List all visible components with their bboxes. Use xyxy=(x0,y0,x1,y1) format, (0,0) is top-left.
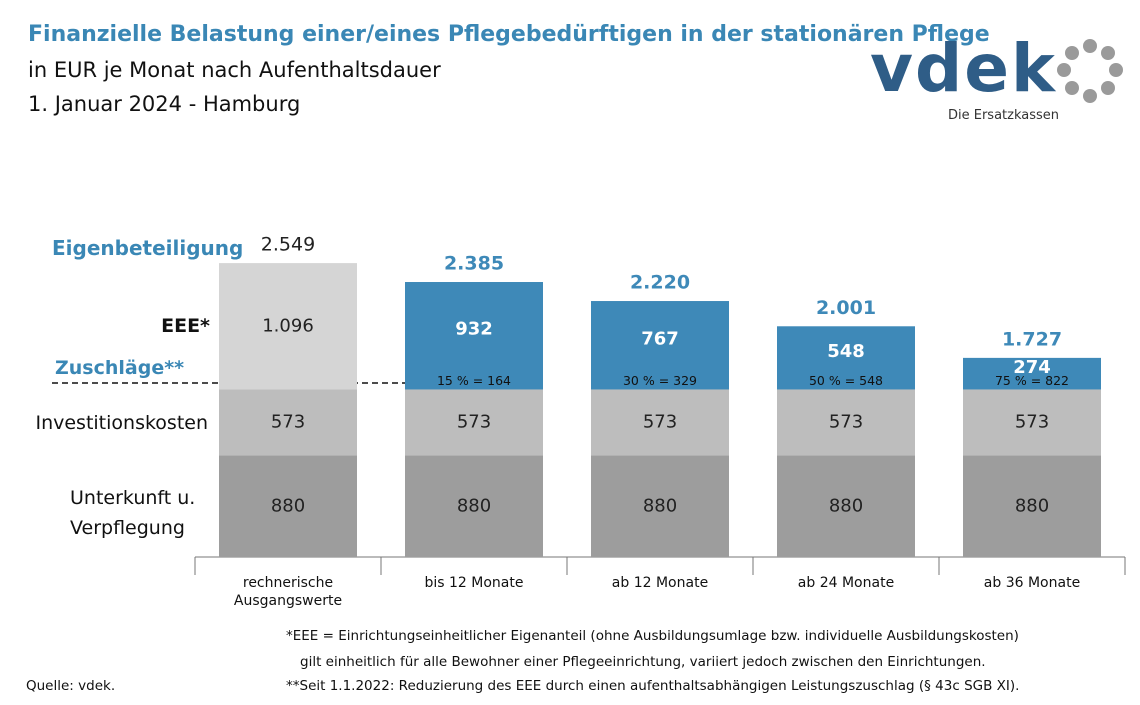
bar-segment xyxy=(591,389,729,456)
bar-segment xyxy=(219,455,357,557)
surcharge-value: 15 % = 164 xyxy=(437,373,511,388)
bar-segment xyxy=(591,301,729,390)
x-tick-label: ab 36 Monate xyxy=(983,575,1081,591)
value-label: 573 xyxy=(457,412,491,433)
bar-segment xyxy=(963,389,1101,456)
bar-segment xyxy=(777,455,915,557)
bar-segment xyxy=(405,455,543,557)
surcharge-value: 75 % = 822 xyxy=(995,373,1069,388)
footnote: *EEE = Einrichtungseinheitlicher Eigenan… xyxy=(286,628,1019,644)
value-label: 573 xyxy=(643,412,677,433)
total-label: 2.220 xyxy=(630,272,690,294)
value-label: 880 xyxy=(1015,495,1049,516)
bar-segment xyxy=(963,357,1101,390)
value-label: 1.096 xyxy=(262,315,314,336)
bar-segment xyxy=(591,455,729,557)
footnote: **Seit 1.1.2022: Reduzierung des EEE dur… xyxy=(286,678,1020,694)
value-label: 548 xyxy=(827,341,865,362)
totals-label: Eigenbeteiligung xyxy=(52,236,244,260)
logo-name: vdek xyxy=(870,30,1057,107)
title: Finanzielle Belastung einer/eines Pflege… xyxy=(28,22,990,47)
value-label: 573 xyxy=(829,412,863,433)
value-label: 932 xyxy=(455,319,493,340)
subtitle: in EUR je Monat nach Aufenthaltsdauer xyxy=(28,58,441,82)
total-label: 2.001 xyxy=(816,297,876,319)
date: 1. Januar 2024 - Hamburg xyxy=(28,92,301,116)
surcharge-value: 50 % = 548 xyxy=(809,373,883,388)
x-tick-label: rechnerische Ausgangswerte xyxy=(233,575,343,609)
bar-segment xyxy=(963,455,1101,557)
surcharge-value: 30 % = 329 xyxy=(623,373,697,388)
bar-segment xyxy=(777,389,915,456)
value-label: 573 xyxy=(1015,412,1049,433)
value-label: 767 xyxy=(641,328,679,349)
logo-ring xyxy=(1057,39,1123,103)
value-label: 880 xyxy=(643,495,677,516)
value-label: 274 xyxy=(1013,357,1051,378)
bar-segment xyxy=(777,326,915,390)
bar-segment xyxy=(405,389,543,456)
series-label: Unterkunft u. Verpflegung xyxy=(70,487,196,539)
total-label: 2.385 xyxy=(444,253,504,275)
total-label: 1.727 xyxy=(1002,328,1062,350)
total-label: 2.549 xyxy=(261,234,315,256)
x-tick-label: ab 12 Monate xyxy=(611,575,709,591)
footnote: gilt einheitlich für alle Bewohner einer… xyxy=(300,654,986,670)
value-label: 880 xyxy=(829,495,863,516)
bar-segment xyxy=(405,282,543,390)
series-label: Investitionskosten xyxy=(35,412,208,434)
value-label: 880 xyxy=(271,495,305,516)
bar-segment xyxy=(219,263,357,390)
value-label: 880 xyxy=(457,495,491,516)
logo-tagline: Die Ersatzkassen xyxy=(948,108,1060,123)
x-tick-label: ab 24 Monate xyxy=(797,575,895,591)
series-label: EEE* xyxy=(161,315,210,337)
x-tick-label: bis 12 Monate xyxy=(424,575,524,591)
value-label: 573 xyxy=(271,412,305,433)
bar-segment xyxy=(219,389,357,456)
surcharge-label: Zuschläge** xyxy=(55,357,185,379)
source: Quelle: vdek. xyxy=(26,678,116,694)
